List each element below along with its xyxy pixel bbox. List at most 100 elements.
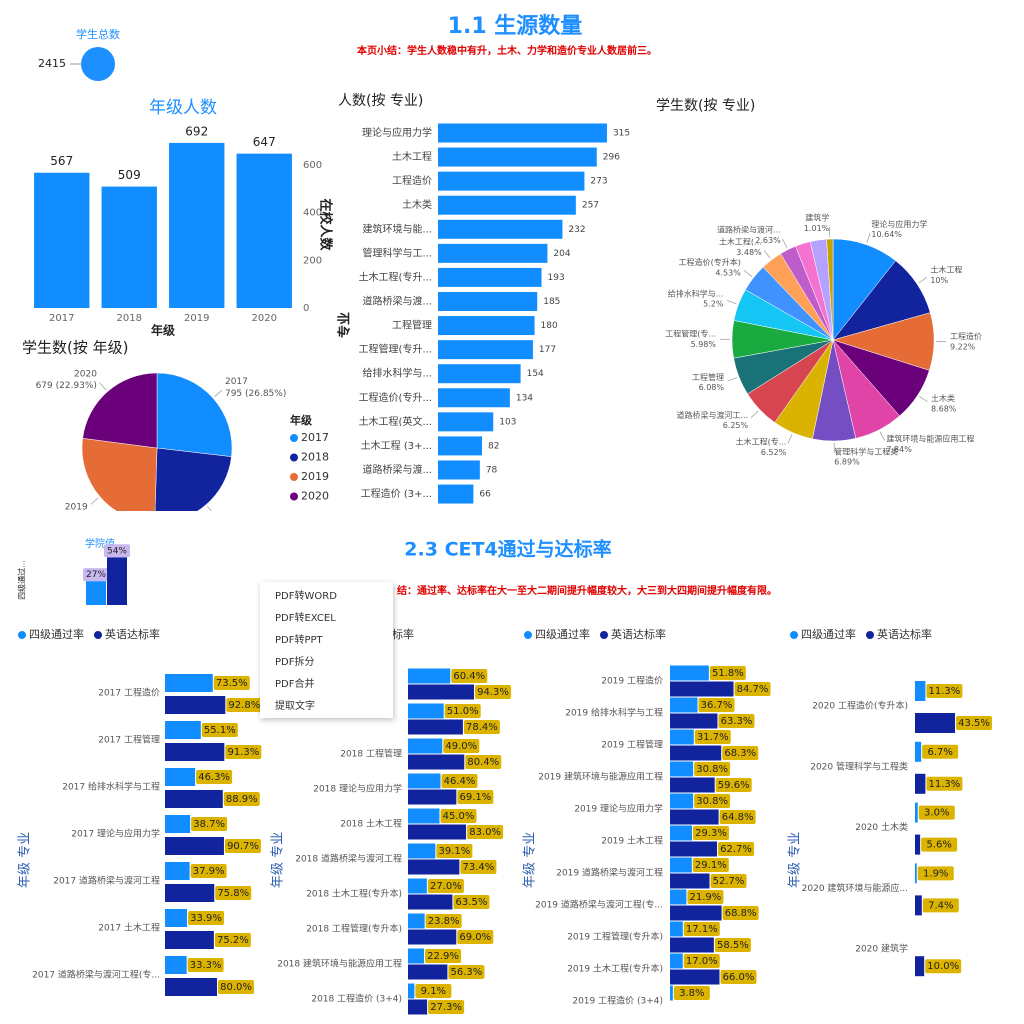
label-leader [743, 270, 753, 277]
chart-title: 年级人数 [149, 98, 217, 118]
data-label-box [428, 1000, 465, 1014]
data-label: 180 [541, 321, 558, 331]
bar [438, 316, 535, 336]
data-label: 692 [185, 124, 208, 138]
slice-value-label: 5.98% [691, 340, 717, 349]
bar [408, 859, 460, 875]
menu-item[interactable]: 提取文字 [275, 699, 315, 712]
data-label: 23.8% [428, 916, 460, 927]
bar [438, 460, 480, 480]
y-tick-label: 土木工程 (3+... [361, 439, 432, 452]
chart: 人数(按 专业) 理论与应用力学 315 土木工程 296 工程造价 273 土木类 257 建筑… [337, 93, 630, 504]
legend-marker [866, 631, 874, 639]
y-tick-label: 200 [303, 255, 322, 266]
bar [34, 172, 90, 308]
data-label-box [427, 879, 464, 893]
bar [670, 809, 719, 825]
menu-item[interactable]: PDF转EXCEL [275, 611, 336, 624]
data-label: 27.0% [430, 881, 462, 892]
data-label: 78 [486, 465, 498, 475]
y-tick-label: 2020 建筑环境与能源应... [802, 882, 908, 894]
data-label: 17.0% [686, 956, 718, 967]
bar [915, 741, 922, 762]
y-tick-label: 0 [303, 303, 309, 314]
y-tick-label: 道路桥梁与渡... [362, 463, 432, 476]
label-leader [919, 395, 928, 403]
data-label: 38.7% [193, 819, 225, 830]
slice-value-label: 6.89% [834, 458, 860, 467]
y-axis-label: 年级 专业 [271, 832, 286, 888]
data-label: 66 [479, 490, 491, 500]
data-label: 46.4% [444, 776, 476, 787]
bar [408, 999, 428, 1015]
data-label-box [188, 911, 225, 925]
y-tick-label: 2019 工程管理(专升本) [567, 931, 663, 943]
slice-label: 理论与应用力学 [871, 219, 927, 229]
bar [408, 684, 475, 700]
bar [107, 557, 127, 605]
data-label: 80.4% [467, 757, 499, 768]
data-label: 92.8% [228, 700, 260, 711]
data-label-box [463, 720, 500, 734]
bar [236, 153, 292, 308]
data-label: 7.4% [928, 900, 953, 911]
data-label-box [683, 954, 720, 968]
label-leader [727, 377, 738, 382]
data-label: 94.3% [477, 687, 509, 698]
bar [915, 681, 926, 701]
y-axis-label: 年级 专业 [523, 832, 538, 888]
label-leader [99, 382, 107, 391]
page-summary: 本页小结：学生人数稳中有升，土木、力学和造价专业人数居前三。 [357, 44, 657, 57]
slice-value-label: 679 (22.93%) [36, 381, 97, 391]
menu-item[interactable]: PDF合并 [275, 677, 314, 690]
bar [670, 729, 694, 745]
label-leader [727, 300, 737, 305]
y-tick-label: 2020 土木类 [855, 821, 908, 833]
slice-value-label: 7.84% [886, 445, 912, 454]
data-label-box [926, 776, 963, 791]
data-label-box [720, 970, 757, 984]
slice-value-label: 1.01% [804, 224, 830, 233]
kpi-bubble [81, 47, 115, 81]
data-label-box [698, 698, 735, 712]
menu-panel [260, 582, 393, 718]
data-label: 33.3% [190, 960, 222, 971]
data-label: 27.3% [430, 1002, 462, 1013]
bar [915, 956, 925, 977]
menu-item[interactable]: PDF拆分 [275, 655, 314, 668]
menu-item[interactable]: PDF转PPT [275, 633, 324, 646]
data-label: 21.9% [690, 892, 722, 903]
bar [915, 773, 926, 794]
y-tick-label: 2019 理论与应用力学 [574, 803, 663, 815]
slice-label: 土木工程(... [719, 237, 762, 247]
bar [438, 484, 474, 504]
menu-item[interactable]: PDF转WORD [275, 589, 337, 602]
data-label-box [714, 938, 751, 952]
y-tick-label: 2017 土木工程 [98, 922, 160, 934]
bar [408, 719, 463, 735]
data-label: 232 [568, 225, 585, 235]
data-label-box [925, 959, 962, 974]
data-label: 45.0% [443, 811, 475, 822]
bar [408, 929, 457, 945]
y-tick-label: 2019 工程造价 [601, 675, 663, 687]
data-label-box [451, 669, 488, 683]
bar [165, 721, 201, 739]
data-label-box [441, 774, 478, 788]
y-tick-label: 土木类 [402, 198, 432, 211]
slice-label: 管理科学与工程类 [834, 446, 898, 456]
data-label: 91.3% [227, 747, 259, 758]
data-label-box [694, 730, 731, 744]
data-label: 54% [107, 546, 127, 556]
charts: 年级人数 0 200 400 600 567 2017 509 2018 692 2019 647 20… [17, 93, 993, 1015]
data-label: 60.4% [453, 671, 485, 682]
bar [408, 738, 443, 754]
data-label: 567 [50, 154, 73, 168]
bar [408, 789, 457, 805]
bar [165, 978, 217, 996]
data-label: 64.8% [722, 812, 754, 823]
bar [915, 895, 922, 916]
y-tick-label: 工程管理 [392, 319, 432, 332]
